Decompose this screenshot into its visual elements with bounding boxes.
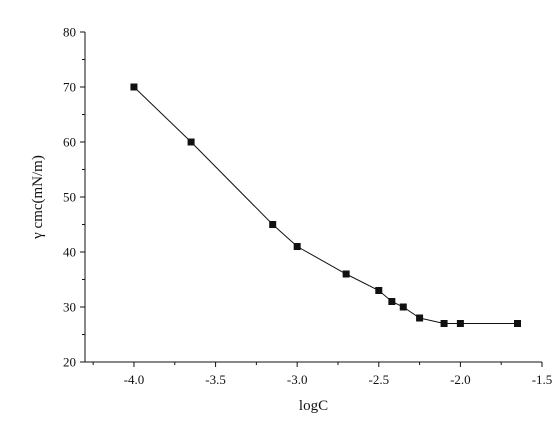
data-point bbox=[416, 314, 424, 322]
y-tick-label: 40 bbox=[63, 245, 76, 260]
tick-labels: 20 30 40 50 60 70 80 -4.0 -3.5 -3.0 -2.5 -2.0 -1.5 bbox=[63, 25, 552, 388]
series-line bbox=[133, 86, 518, 324]
y-tick-label: 20 bbox=[63, 355, 76, 370]
data-point bbox=[130, 83, 138, 91]
data-point bbox=[440, 320, 448, 327]
data-point bbox=[456, 320, 464, 327]
data-point bbox=[269, 221, 277, 228]
x-tick-label: -1.5 bbox=[532, 372, 553, 387]
series-group bbox=[130, 83, 522, 327]
axes bbox=[84, 32, 542, 363]
y-tick-label: 60 bbox=[63, 135, 76, 150]
y-axis-label: γ cmc(mN/m) bbox=[30, 155, 46, 240]
ticks bbox=[80, 31, 543, 367]
x-axis-label: logC bbox=[299, 398, 328, 414]
data-point bbox=[399, 303, 407, 311]
x-tick-label: -2.5 bbox=[368, 372, 389, 387]
x-tick-label: -3.5 bbox=[205, 372, 226, 387]
data-point bbox=[187, 138, 195, 146]
y-tick-label: 80 bbox=[63, 25, 76, 40]
data-point bbox=[375, 287, 383, 294]
x-tick-label: -4.0 bbox=[124, 372, 145, 387]
x-tick-label: -3.0 bbox=[287, 372, 308, 387]
y-tick-label: 70 bbox=[63, 80, 76, 95]
y-tick-label: 50 bbox=[63, 190, 76, 205]
data-point bbox=[514, 320, 522, 327]
y-tick-label: 30 bbox=[63, 300, 76, 315]
data-point bbox=[293, 243, 301, 250]
data-point bbox=[388, 298, 396, 305]
x-tick-label: -2.0 bbox=[450, 372, 471, 387]
data-point bbox=[342, 270, 350, 278]
